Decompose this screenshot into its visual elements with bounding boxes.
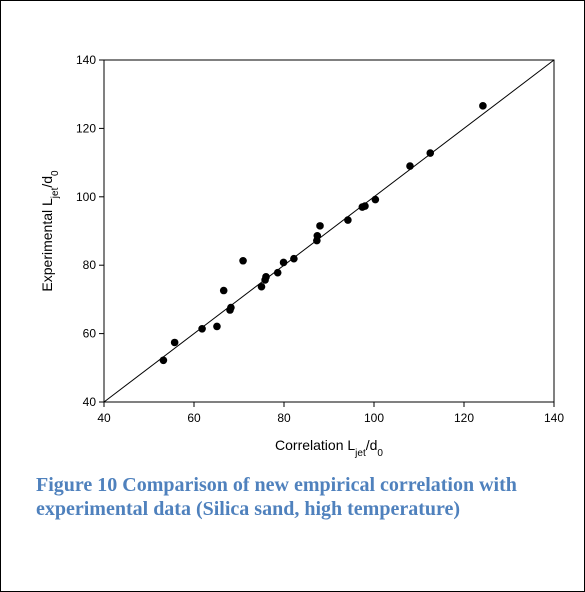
x-tick-label: 60 xyxy=(187,411,201,425)
x-tick-label: 100 xyxy=(364,411,384,425)
data-point xyxy=(262,273,270,281)
x-tick-label: 80 xyxy=(277,411,291,425)
figure-caption: Figure 10 Comparison of new empirical co… xyxy=(36,474,517,520)
data-point xyxy=(213,322,221,331)
y-tick-label: 40 xyxy=(83,395,97,409)
reference-line xyxy=(103,59,555,403)
data-point xyxy=(479,102,487,110)
y-tick-label: 140 xyxy=(76,53,96,67)
data-point xyxy=(290,254,298,263)
x-axis-ticks: 40 60 80 100 120 140 xyxy=(97,402,564,425)
data-point xyxy=(371,195,380,204)
data-point xyxy=(257,282,266,291)
data-point xyxy=(313,231,322,240)
y-tick-label: 80 xyxy=(83,258,97,272)
x-tick-label: 120 xyxy=(454,411,474,425)
plot-area xyxy=(103,59,555,403)
y-tick-label: 60 xyxy=(83,327,97,341)
x-tick-label: 40 xyxy=(97,411,111,425)
data-point xyxy=(273,268,282,277)
y-tick-label: 100 xyxy=(76,190,96,204)
data-point xyxy=(170,338,179,347)
data-point xyxy=(426,149,435,157)
data-point xyxy=(227,303,235,312)
data-point xyxy=(344,216,352,224)
data-point xyxy=(279,258,288,267)
data-point xyxy=(316,222,324,230)
x-axis-title: Correlation Ljet/d0 xyxy=(275,437,383,459)
data-point xyxy=(361,202,369,210)
scatter-chart: 40 60 80 100 120 140 40 60 80 100 120 140 Correlat… xyxy=(39,53,564,459)
data-point xyxy=(198,325,206,333)
x-tick-label: 140 xyxy=(544,411,564,425)
y-tick-label: 120 xyxy=(76,121,96,135)
data-point xyxy=(219,286,228,295)
data-point xyxy=(239,256,247,265)
data-points xyxy=(159,102,487,365)
data-point xyxy=(159,356,168,365)
y-axis-ticks: 40 60 80 100 120 140 xyxy=(76,53,104,409)
data-point xyxy=(406,162,414,170)
y-axis-title: Experimental Ljet/d0 xyxy=(39,170,61,292)
